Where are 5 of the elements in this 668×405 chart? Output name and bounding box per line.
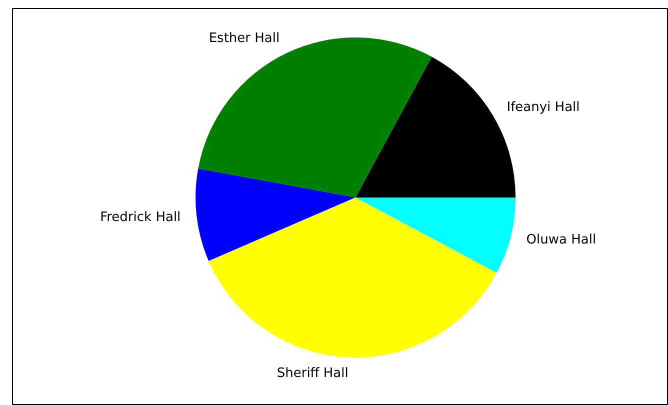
slice-label: Fredrick Hall [100, 210, 181, 225]
slice-label: Ifeanyi Hall [506, 100, 580, 115]
slice-label: Oluwa Hall [526, 232, 596, 248]
slice-label: Sheriff Hall [276, 366, 348, 381]
slice-label: Esther Hall [208, 31, 280, 46]
